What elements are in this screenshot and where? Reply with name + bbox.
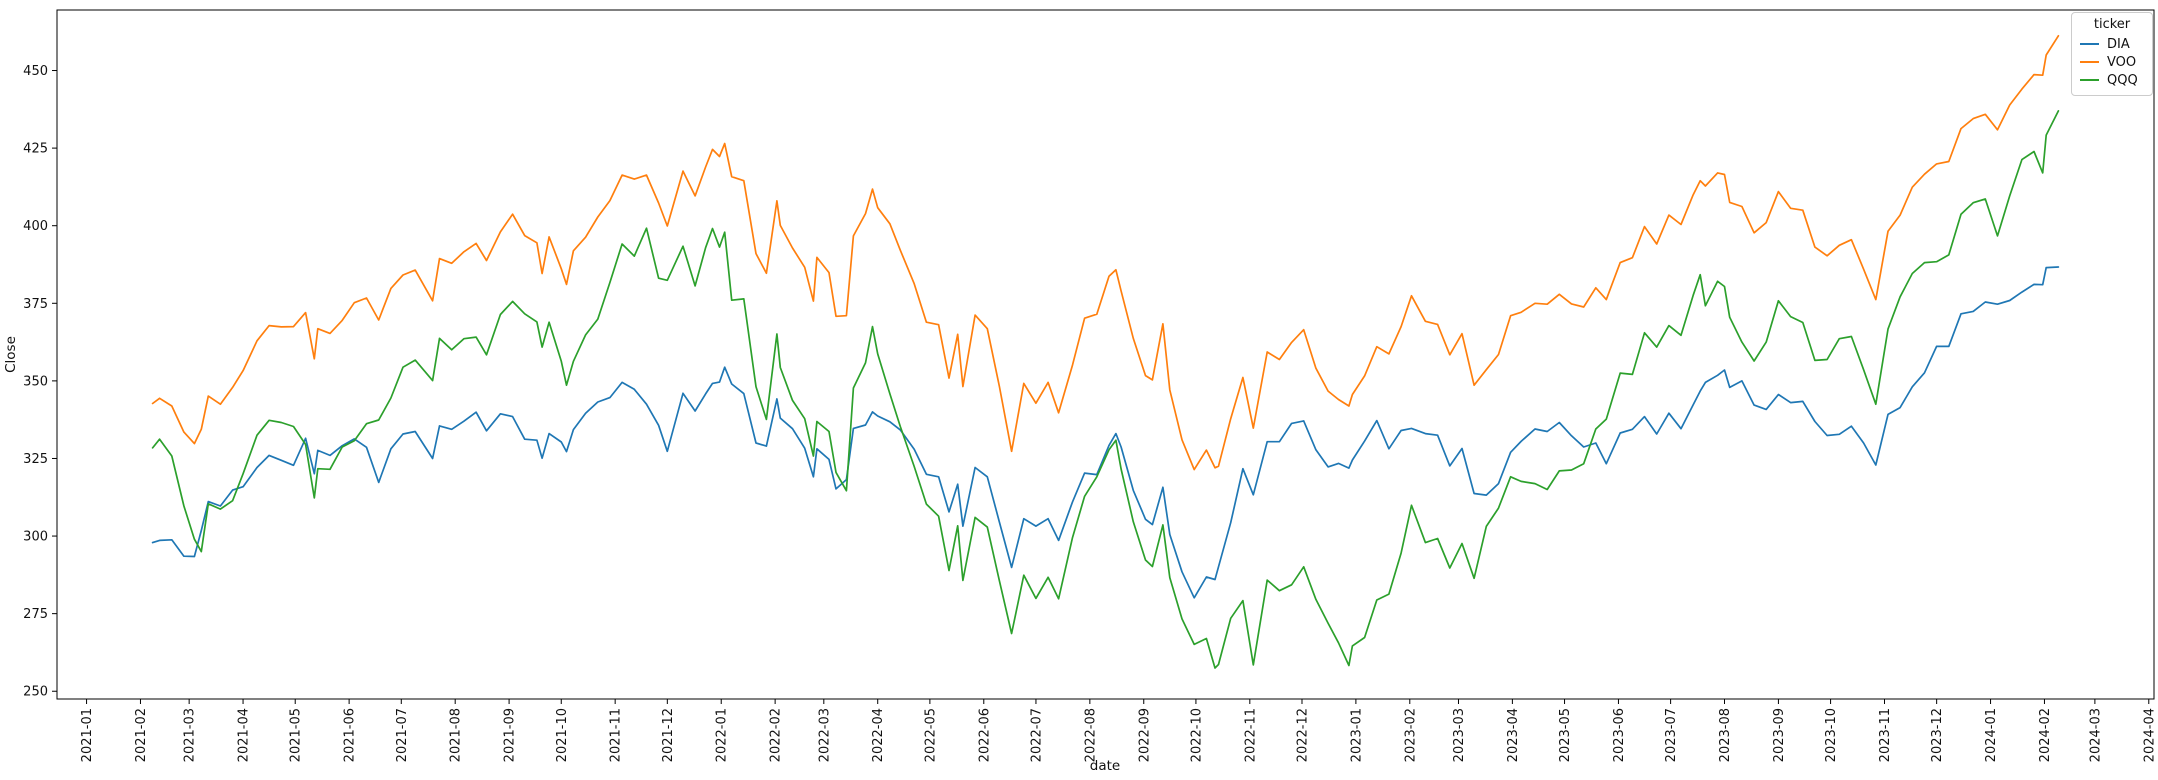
x-tick-label: 2021-03	[183, 708, 198, 762]
x-tick-label: 2024-01	[1984, 708, 1999, 762]
x-tick-label: 2022-06	[977, 708, 992, 762]
qqq-line-swatch	[2080, 79, 2099, 81]
x-tick-label: 2022-11	[1243, 708, 1258, 762]
x-tick-label: 2023-05	[1558, 708, 1573, 762]
x-tick-label: 2023-09	[1772, 708, 1787, 762]
x-tick-label: 2022-02	[769, 708, 784, 762]
legend-entry-dia: DIA	[2080, 35, 2144, 53]
x-tick-label: 2021-05	[289, 708, 304, 762]
series-line-dia	[151, 266, 2060, 599]
y-tick-label: 375	[23, 297, 48, 312]
y-tick-label: 350	[23, 374, 48, 389]
x-tick-label: 2021-02	[134, 708, 149, 762]
y-axis-label: Close	[3, 336, 19, 373]
voo-line-swatch	[2080, 61, 2099, 63]
x-tick-label: 2024-04	[2142, 708, 2157, 762]
x-tick-label: 2022-04	[871, 708, 886, 762]
x-axis-ticks: 2021-01 2021-02 2021-03 2021-04 2021-05 2021-…	[80, 699, 2157, 762]
series-lines	[151, 34, 2060, 669]
plot-frame	[56, 9, 2155, 700]
y-tick-label: 300	[23, 530, 48, 545]
legend-label-qqq: QQQ	[2107, 72, 2138, 88]
x-tick-label: 2021-08	[449, 708, 464, 762]
x-tick-label: 2021-01	[80, 708, 95, 762]
x-tick-label: 2021-10	[555, 708, 570, 762]
x-tick-label: 2021-12	[661, 708, 676, 762]
x-tick-label: 2022-10	[1189, 708, 1204, 762]
x-tick-label: 2021-06	[343, 708, 358, 762]
x-tick-label: 2022-12	[1295, 708, 1310, 762]
series-line-voo	[151, 34, 2060, 471]
x-tick-label: 2023-10	[1824, 708, 1839, 762]
x-tick-label: 2023-07	[1664, 708, 1679, 762]
y-tick-label: 450	[23, 64, 48, 79]
legend-entry-qqq: QQQ	[2080, 71, 2144, 89]
x-tick-label: 2023-01	[1349, 708, 1364, 762]
x-tick-label: 2022-09	[1137, 708, 1152, 762]
x-tick-label: 2021-07	[395, 708, 410, 762]
legend-entry-voo: VOO	[2080, 53, 2144, 71]
x-tick-label: 2023-06	[1612, 708, 1627, 762]
x-tick-label: 2022-01	[715, 708, 730, 762]
y-tick-label: 275	[23, 607, 48, 622]
series-line-qqq	[151, 110, 2060, 669]
x-tick-label: 2022-03	[817, 708, 832, 762]
x-tick-label: 2023-02	[1403, 708, 1418, 762]
x-tick-label: 2023-03	[1452, 708, 1467, 762]
x-tick-label: 2023-11	[1878, 708, 1893, 762]
x-tick-label: 2023-04	[1506, 708, 1521, 762]
x-tick-label: 2024-02	[2038, 708, 2053, 762]
x-tick-label: 2021-04	[237, 708, 252, 762]
legend-title: ticker	[2093, 17, 2131, 32]
dia-line-swatch	[2080, 43, 2099, 45]
x-tick-label: 2022-07	[1029, 708, 1044, 762]
x-tick-label: 2022-08	[1083, 708, 1098, 762]
y-tick-label: 250	[23, 685, 48, 700]
x-tick-label: 2023-08	[1718, 708, 1733, 762]
x-tick-label: 2021-11	[609, 708, 624, 762]
x-tick-label: 2022-05	[923, 708, 938, 762]
x-tick-label: 2021-09	[503, 708, 518, 762]
legend-label-voo: VOO	[2107, 54, 2137, 70]
y-axis-ticks: 250 275 300 325 350 375 400 425 450	[23, 64, 57, 700]
legend: ticker DIA VOO QQQ	[2071, 12, 2153, 96]
y-tick-label: 425	[23, 142, 48, 157]
x-tick-label: 2023-12	[1930, 708, 1945, 762]
y-tick-label: 400	[23, 219, 48, 234]
y-tick-label: 325	[23, 452, 48, 467]
legend-label-dia: DIA	[2107, 36, 2130, 52]
x-axis-label: date	[1090, 758, 1120, 774]
x-tick-label: 2024-03	[2088, 708, 2103, 762]
